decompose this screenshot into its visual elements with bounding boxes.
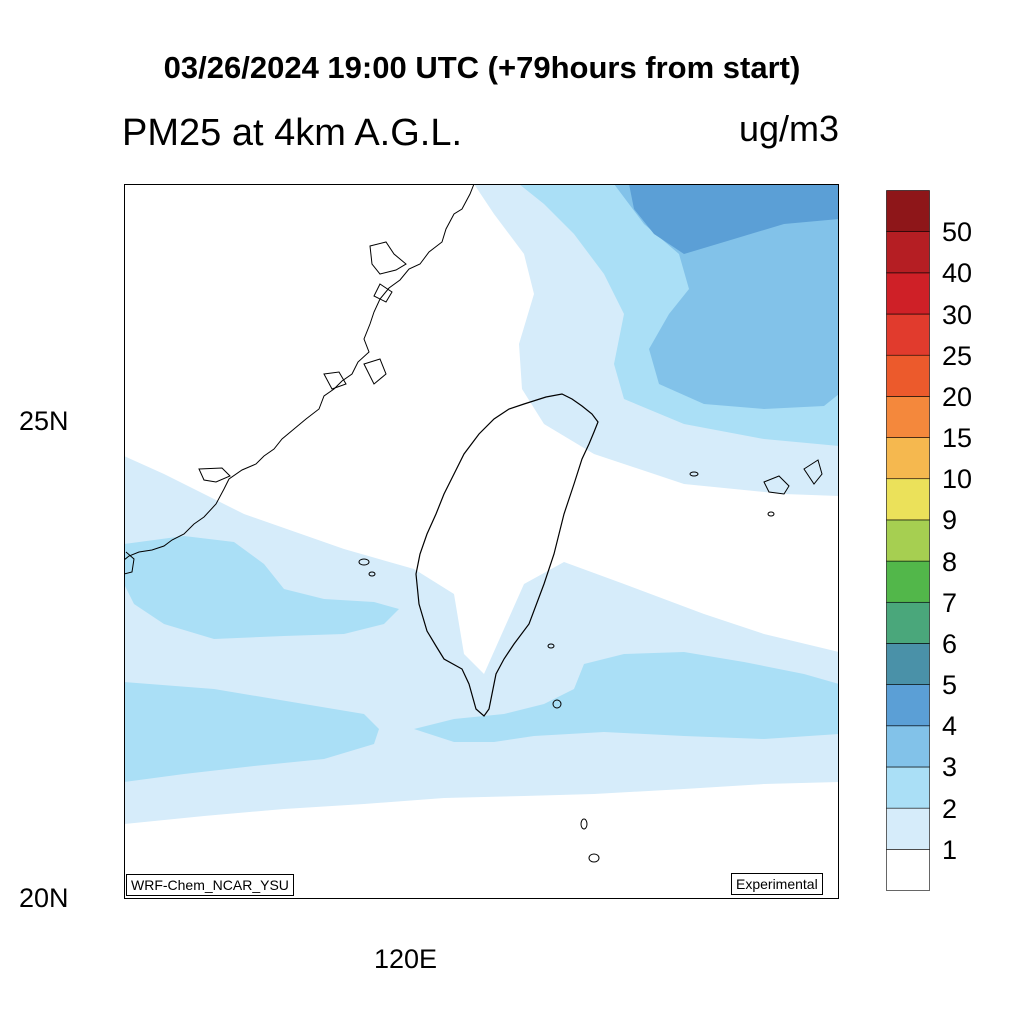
variable-title: PM25 at 4km A.G.L.	[122, 112, 463, 154]
colorbar-box	[886, 354, 930, 397]
colorbar-label: 2	[942, 793, 958, 824]
colorbar-label: 20	[942, 381, 973, 412]
colorbar-box	[886, 396, 930, 438]
island-orchid	[552, 699, 562, 709]
island-penghu-1	[358, 558, 370, 566]
colorbar-label: 30	[942, 299, 973, 330]
pm25-region-light-northeast-strip	[594, 429, 839, 494]
colorbar-box	[886, 478, 930, 521]
colorbar-box	[886, 231, 930, 274]
island-penghu-2	[368, 571, 376, 577]
colorbar-label: 10	[942, 464, 973, 495]
colorbar-box	[886, 643, 930, 685]
map-panel	[124, 184, 839, 899]
colorbar-box	[886, 849, 930, 891]
lat-label-25n: 25N	[19, 406, 69, 436]
lat-label-20n: 20N	[19, 883, 69, 913]
colorbar-box	[886, 684, 930, 727]
colorbar-label: 25	[942, 340, 973, 371]
colorbar-label: 50	[942, 217, 973, 248]
island-yonaguni	[689, 471, 699, 477]
coastline-mainland	[124, 184, 475, 561]
colorbar-box	[886, 190, 930, 232]
model-label: WRF-Chem_NCAR_YSU	[126, 874, 294, 896]
colorbar-label: 40	[942, 258, 973, 289]
pm25-region-mid-south	[124, 682, 379, 782]
colorbar-box	[886, 313, 930, 356]
coastline-mainland-detail	[124, 241, 407, 575]
map-svg	[124, 184, 839, 899]
colorbar	[886, 190, 930, 891]
colorbar-box	[886, 519, 930, 562]
colorbar-label: 5	[942, 670, 958, 701]
lon-label-120e: 120E	[374, 944, 438, 974]
colorbar-label: 4	[942, 711, 958, 742]
colorbar-label: 1	[942, 834, 958, 865]
island-batan	[580, 818, 588, 830]
colorbar-label: 9	[942, 505, 958, 536]
coastline-taiwan	[415, 393, 599, 717]
island-green	[547, 643, 555, 649]
island-yaeyama	[763, 459, 823, 495]
pm25-region-mid-southeast	[414, 652, 839, 742]
units-label: ug/m3	[738, 108, 839, 149]
pm25-region-darkest-northeast	[629, 184, 839, 254]
colorbar-box	[886, 807, 930, 850]
island-hateruma	[767, 511, 775, 517]
colorbar-box	[886, 766, 930, 809]
colorbar-box	[886, 725, 930, 768]
colorbar-label: 7	[942, 587, 958, 618]
colorbar-label: 6	[942, 628, 958, 659]
colorbar-label: 8	[942, 546, 958, 577]
map-title: 03/26/2024 19:00 UTC (+79hours from star…	[163, 50, 801, 85]
colorbar-box	[886, 437, 930, 480]
colorbar-box	[886, 560, 930, 603]
pm25-region-mid-west	[124, 536, 399, 639]
colorbar-box	[886, 601, 930, 644]
status-label: Experimental	[731, 873, 823, 895]
map-border	[124, 184, 839, 899]
island-babuyan	[588, 853, 600, 863]
colorbar-label: 15	[942, 423, 973, 454]
colorbar-label: 3	[942, 752, 958, 783]
colorbar-box	[886, 272, 930, 315]
